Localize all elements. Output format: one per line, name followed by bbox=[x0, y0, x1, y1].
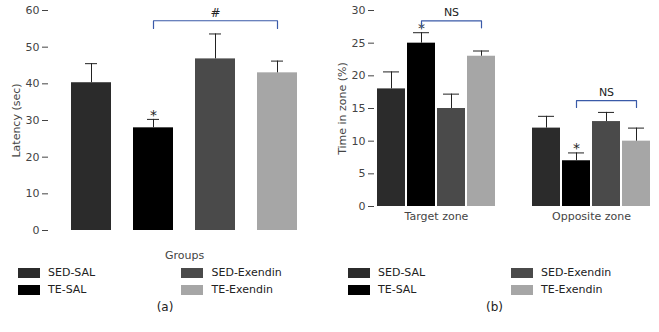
svg-text:NS: NS bbox=[599, 86, 614, 99]
svg-text:Groups: Groups bbox=[165, 249, 204, 262]
svg-text:10: 10 bbox=[26, 187, 40, 200]
svg-text:Time in zone (%): Time in zone (%) bbox=[336, 62, 349, 156]
svg-text:30: 30 bbox=[352, 4, 366, 17]
html-text:TE-Exendin: TE-Exendin bbox=[541, 283, 603, 296]
svg-text:*: * bbox=[150, 107, 157, 123]
svg-text:0: 0 bbox=[33, 224, 40, 237]
html-text:TE-SAL: TE-SAL bbox=[378, 283, 417, 296]
svg-text:60: 60 bbox=[26, 4, 40, 17]
html-text:(b): (b) bbox=[486, 300, 503, 314]
svg-text:40: 40 bbox=[26, 77, 40, 90]
svg-text:50: 50 bbox=[26, 41, 40, 54]
svg-text:Latency (sec): Latency (sec) bbox=[10, 83, 23, 157]
svg-text:*: * bbox=[573, 140, 580, 156]
svg-text:0: 0 bbox=[359, 200, 366, 213]
svg-text:NS: NS bbox=[444, 6, 459, 19]
html-text:(a): (a) bbox=[156, 300, 174, 314]
svg-text:#: # bbox=[210, 6, 220, 20]
html-text:SED-SAL: SED-SAL bbox=[378, 266, 426, 279]
svg-text:5: 5 bbox=[359, 167, 366, 180]
html-text:SED-SAL: SED-SAL bbox=[48, 266, 96, 279]
svg-text:Target zone: Target zone bbox=[404, 210, 469, 223]
svg-text:15: 15 bbox=[352, 102, 366, 115]
html-text:TE-Exendin: TE-Exendin bbox=[211, 283, 273, 296]
svg-text:30: 30 bbox=[26, 114, 40, 127]
svg-text:10: 10 bbox=[352, 135, 366, 148]
html-text:SED-Exendin: SED-Exendin bbox=[541, 266, 612, 279]
html-text:TE-SAL: TE-SAL bbox=[48, 283, 87, 296]
svg-text:Opposite zone: Opposite zone bbox=[552, 210, 631, 223]
svg-text:25: 25 bbox=[352, 37, 366, 50]
html-text:SED-Exendin: SED-Exendin bbox=[211, 266, 282, 279]
svg-text:20: 20 bbox=[26, 151, 40, 164]
svg-text:20: 20 bbox=[352, 69, 366, 82]
